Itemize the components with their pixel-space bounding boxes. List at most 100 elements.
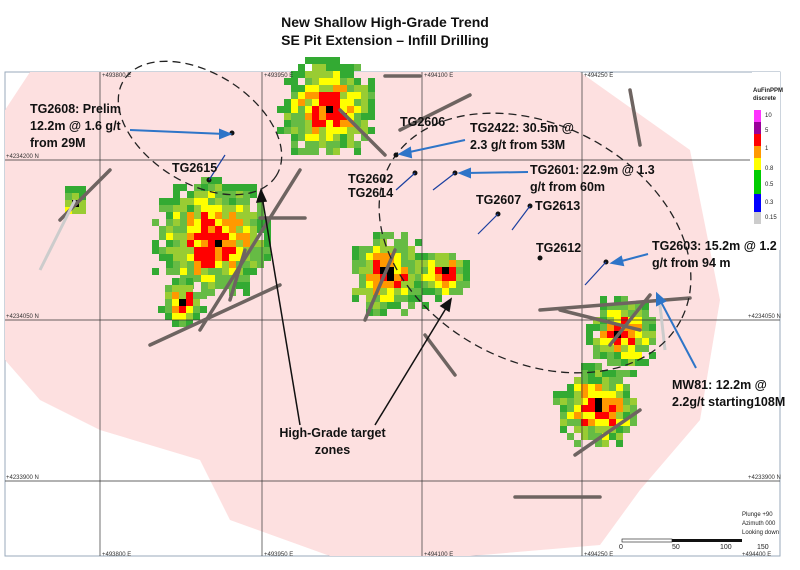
- grade-block: [179, 299, 186, 306]
- grade-block: [609, 412, 616, 419]
- easting-label: +493950 E: [264, 73, 294, 79]
- grade-block: [387, 281, 394, 288]
- grade-block: [428, 288, 435, 295]
- grade-block: [635, 345, 642, 352]
- grade-block: [312, 71, 319, 78]
- grade-block: [340, 120, 347, 127]
- scale-label: 100: [720, 544, 732, 551]
- title: SE Pit Extension – Infill Drilling: [281, 32, 489, 48]
- grade-block: [368, 113, 375, 120]
- grade-block: [243, 212, 250, 219]
- grade-block: [347, 85, 354, 92]
- northing-label: +4234200 N: [6, 154, 39, 160]
- grade-block: [456, 267, 463, 274]
- grade-block: [159, 226, 166, 233]
- grade-block: [623, 412, 630, 419]
- grade-block: [435, 295, 442, 302]
- grade-block: [354, 99, 361, 106]
- grade-block: [236, 233, 243, 240]
- grade-block: [354, 120, 361, 127]
- grade-block: [449, 253, 456, 260]
- grade-block: [435, 260, 442, 267]
- grade-block: [194, 268, 201, 275]
- grade-block: [607, 310, 614, 317]
- grade-block: [574, 426, 581, 433]
- grade-block: [236, 198, 243, 205]
- grade-block: [172, 313, 179, 320]
- grade-block: [298, 92, 305, 99]
- annotation: TG2603: 15.2m @ 1.2: [652, 239, 777, 253]
- grade-block: [172, 292, 179, 299]
- grade-block: [152, 219, 159, 226]
- grade-block: [201, 240, 208, 247]
- grade-block: [180, 205, 187, 212]
- grade-block: [595, 433, 602, 440]
- grade-block: [194, 254, 201, 261]
- grade-block: [229, 205, 236, 212]
- grade-block: [609, 391, 616, 398]
- grade-block: [291, 85, 298, 92]
- grade-block: [354, 78, 361, 85]
- grade-block: [609, 405, 616, 412]
- grade-block: [373, 239, 380, 246]
- grade-block: [243, 198, 250, 205]
- grade-block: [194, 240, 201, 247]
- grade-block: [581, 384, 588, 391]
- grade-block: [179, 313, 186, 320]
- grade-block: [326, 57, 333, 64]
- grade-block: [449, 260, 456, 267]
- grade-block: [250, 254, 257, 261]
- grade-block: [421, 274, 428, 281]
- easting-label: +493800 E: [102, 73, 132, 79]
- grade-block: [574, 412, 581, 419]
- grade-block: [607, 324, 614, 331]
- grade-block: [215, 268, 222, 275]
- grade-block: [215, 275, 222, 282]
- grade-block: [305, 148, 312, 155]
- grade-block: [387, 246, 394, 253]
- grade-block: [333, 71, 340, 78]
- grade-block: [442, 281, 449, 288]
- grade-block: [442, 253, 449, 260]
- grade-block: [229, 268, 236, 275]
- legend-label: 0.5: [765, 182, 774, 188]
- grade-block: [186, 313, 193, 320]
- grade-block: [305, 99, 312, 106]
- grade-block: [428, 267, 435, 274]
- grade-block: [250, 212, 257, 219]
- grade-block: [179, 278, 186, 285]
- grade-block: [326, 78, 333, 85]
- grade-block: [208, 268, 215, 275]
- grade-block: [442, 274, 449, 281]
- grade-block: [581, 412, 588, 419]
- grade-block: [208, 177, 215, 184]
- grade-block: [415, 288, 422, 295]
- grade-block: [208, 289, 215, 296]
- grade-block: [208, 219, 215, 226]
- grade-block: [236, 184, 243, 191]
- grade-block: [180, 184, 187, 191]
- target-zones: [117, 60, 692, 374]
- grade-block: [243, 268, 250, 275]
- grade-block: [415, 274, 422, 281]
- grade-block: [215, 233, 222, 240]
- grade-block: [305, 127, 312, 134]
- grade-block: [635, 310, 642, 317]
- grade-block: [194, 233, 201, 240]
- grade-block: [574, 384, 581, 391]
- grade-block: [166, 212, 173, 219]
- grade-block: [298, 127, 305, 134]
- grade-block: [449, 288, 456, 295]
- grade-block: [614, 359, 621, 366]
- grade-block: [222, 205, 229, 212]
- grade-block: [607, 338, 614, 345]
- grade-block: [623, 398, 630, 405]
- grade-block: [581, 419, 588, 426]
- grade-block: [208, 275, 215, 282]
- grade-block: [340, 106, 347, 113]
- grade-block: [165, 313, 172, 320]
- grade-block: [408, 295, 415, 302]
- grade-block: [173, 268, 180, 275]
- grade-block: [152, 247, 159, 254]
- grade-block: [208, 261, 215, 268]
